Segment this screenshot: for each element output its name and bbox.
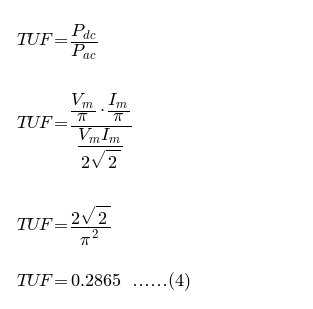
Text: $TUF = \dfrac{\dfrac{V_m}{\pi} \cdot \dfrac{I_m}{\pi}}{\dfrac{V_m I_m}{2\sqrt{2}: $TUF = \dfrac{\dfrac{V_m}{\pi} \cdot \df… bbox=[16, 92, 131, 171]
Text: $TUF = \dfrac{P_{dc}}{P_{ac}}$: $TUF = \dfrac{P_{dc}}{P_{ac}}$ bbox=[16, 22, 97, 61]
Text: $TUF = \dfrac{2\sqrt{2}}{\pi^2}$: $TUF = \dfrac{2\sqrt{2}}{\pi^2}$ bbox=[16, 204, 110, 247]
Text: $TUF = 0.2865 \ \ \ldots\ldots(4)$: $TUF = 0.2865 \ \ \ldots\ldots(4)$ bbox=[16, 270, 191, 293]
